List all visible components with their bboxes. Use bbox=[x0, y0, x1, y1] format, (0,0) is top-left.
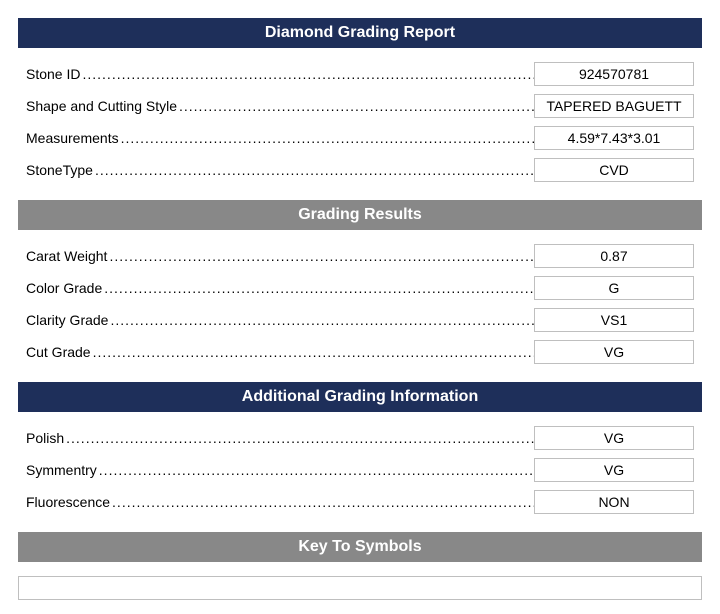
value-clarity: VS1 bbox=[534, 308, 694, 332]
value-stone-id: 924570781 bbox=[534, 62, 694, 86]
row-carat: Carat Weight 0.87 bbox=[26, 244, 694, 268]
value-shape: TAPERED BAGUETT bbox=[534, 94, 694, 118]
section-header-grading: Grading Results bbox=[18, 200, 702, 230]
value-symmetry: VG bbox=[534, 458, 694, 482]
row-measurements: Measurements 4.59*7.43*3.01 bbox=[26, 126, 694, 150]
label-stonetype: StoneType bbox=[26, 162, 534, 178]
row-stone-id: Stone ID 924570781 bbox=[26, 62, 694, 86]
label-polish: Polish bbox=[26, 430, 534, 446]
row-clarity: Clarity Grade VS1 bbox=[26, 308, 694, 332]
row-fluorescence: Fluorescence NON bbox=[26, 490, 694, 514]
label-cut: Cut Grade bbox=[26, 344, 534, 360]
value-stonetype: CVD bbox=[534, 158, 694, 182]
row-symmetry: Symmentry VG bbox=[26, 458, 694, 482]
value-carat: 0.87 bbox=[534, 244, 694, 268]
symbols-box bbox=[18, 576, 702, 600]
label-color: Color Grade bbox=[26, 280, 534, 296]
value-measurements: 4.59*7.43*3.01 bbox=[534, 126, 694, 150]
label-fluorescence: Fluorescence bbox=[26, 494, 534, 510]
row-color: Color Grade G bbox=[26, 276, 694, 300]
label-symmetry: Symmentry bbox=[26, 462, 534, 478]
section-header-report: Diamond Grading Report bbox=[18, 18, 702, 48]
label-shape: Shape and Cutting Style bbox=[26, 98, 534, 114]
label-clarity: Clarity Grade bbox=[26, 312, 534, 328]
label-stone-id: Stone ID bbox=[26, 66, 534, 82]
row-stonetype: StoneType CVD bbox=[26, 158, 694, 182]
label-carat: Carat Weight bbox=[26, 248, 534, 264]
section-header-additional: Additional Grading Information bbox=[18, 382, 702, 412]
value-polish: VG bbox=[534, 426, 694, 450]
row-polish: Polish VG bbox=[26, 426, 694, 450]
additional-rows: Polish VG Symmentry VG Fluorescence NON bbox=[18, 426, 702, 532]
value-cut: VG bbox=[534, 340, 694, 364]
report-rows: Stone ID 924570781 Shape and Cutting Sty… bbox=[18, 62, 702, 200]
label-measurements: Measurements bbox=[26, 130, 534, 146]
grading-rows: Carat Weight 0.87 Color Grade G Clarity … bbox=[18, 244, 702, 382]
section-header-symbols: Key To Symbols bbox=[18, 532, 702, 562]
value-color: G bbox=[534, 276, 694, 300]
value-fluorescence: NON bbox=[534, 490, 694, 514]
row-shape: Shape and Cutting Style TAPERED BAGUETT bbox=[26, 94, 694, 118]
row-cut: Cut Grade VG bbox=[26, 340, 694, 364]
